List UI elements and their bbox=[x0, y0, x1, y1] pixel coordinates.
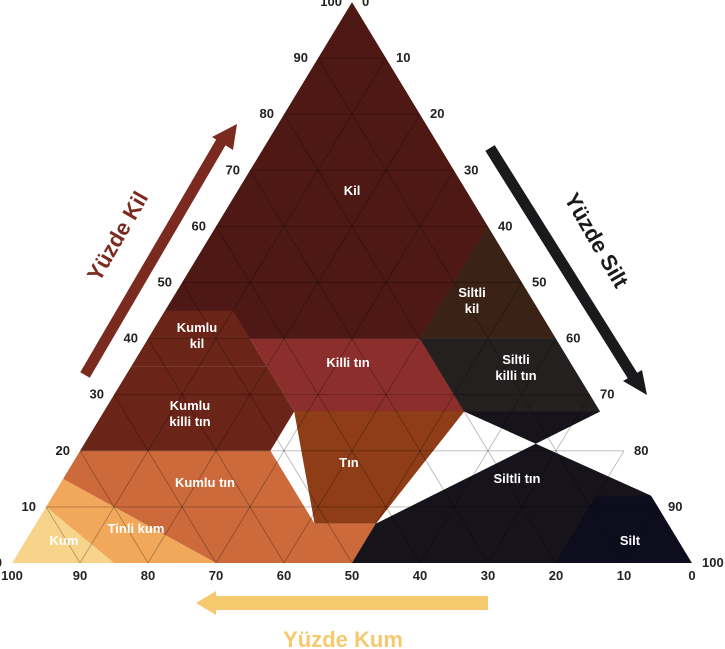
region-sandy-clay bbox=[131, 310, 267, 367]
grid-line bbox=[283, 226, 489, 563]
silt-tick-label: 90 bbox=[668, 499, 682, 514]
region-silt-loam bbox=[352, 411, 652, 563]
sand-tick-label: 20 bbox=[549, 568, 563, 583]
silt-axis-arrow bbox=[485, 145, 647, 395]
sand-tick-label: 0 bbox=[688, 568, 695, 583]
silt-axis-ticks: 0 10 20 30 40 50 60 70 80 90 100 bbox=[362, 0, 724, 570]
clay-tick-label: 40 bbox=[124, 331, 138, 346]
silt-tick-label: 40 bbox=[498, 218, 512, 233]
clay-axis-arrow bbox=[80, 124, 237, 378]
grid-line bbox=[181, 282, 353, 563]
region-silty-clay-loam bbox=[420, 338, 601, 412]
silt-tick-label: 30 bbox=[464, 162, 478, 177]
clay-tick-label: 80 bbox=[260, 106, 274, 121]
region-label-silt: Silt bbox=[620, 533, 641, 548]
clay-tick-label: 60 bbox=[192, 218, 206, 233]
grid-line bbox=[351, 282, 523, 563]
sand-tick-label: 40 bbox=[413, 568, 427, 583]
clay-tick-label: 0 bbox=[0, 555, 2, 570]
sand-tick-label: 80 bbox=[141, 568, 155, 583]
grid-line bbox=[79, 57, 387, 563]
clay-tick-label: 50 bbox=[158, 275, 172, 290]
silt-tick-label: 80 bbox=[634, 443, 648, 458]
silt-tick-label: 20 bbox=[430, 106, 444, 121]
grid-line bbox=[147, 338, 285, 563]
clay-tick-label: 100 bbox=[320, 0, 342, 9]
clay-tick-label: 90 bbox=[294, 50, 308, 65]
grid-line bbox=[147, 113, 421, 563]
grid-line bbox=[45, 506, 81, 563]
silt-tick-label: 10 bbox=[396, 50, 410, 65]
sand-axis-title: Yüzde Kum bbox=[283, 627, 403, 649]
region-label-sandy-clay-loam: killi tın bbox=[169, 414, 210, 429]
region-sandy-clay-loam bbox=[80, 366, 295, 451]
clay-tick-label: 30 bbox=[90, 387, 104, 402]
region-loamy-sand bbox=[46, 478, 216, 563]
region-label-clay: Kil bbox=[344, 183, 361, 198]
region-label-silty-clay-loam: Siltli bbox=[502, 352, 529, 367]
region-label-silty-clay-loam: killi tın bbox=[495, 368, 536, 383]
region-label-sandy-clay: Kumlu bbox=[177, 320, 218, 335]
silt-tick-label: 70 bbox=[600, 387, 614, 402]
grid-line bbox=[215, 170, 455, 563]
sand-tick-label: 60 bbox=[277, 568, 291, 583]
sand-tick-label: 90 bbox=[73, 568, 87, 583]
region-label-silty-clay: kil bbox=[465, 301, 479, 316]
grid-line bbox=[419, 338, 557, 563]
silt-tick-label: 50 bbox=[532, 275, 546, 290]
silt-tick-label: 60 bbox=[566, 331, 580, 346]
grid-line bbox=[113, 394, 217, 563]
region-label-sandy-clay: kil bbox=[190, 336, 204, 351]
clay-tick-label: 70 bbox=[226, 162, 240, 177]
grid-line bbox=[317, 57, 625, 563]
texture-regions bbox=[12, 2, 692, 563]
grid-line bbox=[249, 170, 489, 563]
sand-tick-label: 10 bbox=[617, 568, 631, 583]
grid-line bbox=[215, 226, 421, 563]
region-clay-loam bbox=[250, 338, 465, 412]
clay-tick-label: 20 bbox=[56, 443, 70, 458]
region-label-silt-loam: Siltli tın bbox=[494, 471, 541, 486]
grid-line bbox=[487, 394, 591, 563]
clay-axis-ticks: 0 10 20 30 40 50 60 70 80 90 100 bbox=[0, 0, 342, 570]
sand-tick-label: 100 bbox=[1, 568, 23, 583]
region-silt bbox=[556, 495, 692, 563]
sand-tick-label: 70 bbox=[209, 568, 223, 583]
sand-tick-label: 30 bbox=[481, 568, 495, 583]
grid-line bbox=[555, 450, 625, 563]
region-clay bbox=[148, 2, 488, 339]
grid-line bbox=[79, 450, 149, 563]
region-label-sandy-clay-loam: Kumlu bbox=[170, 398, 211, 413]
region-loam bbox=[294, 411, 465, 524]
region-label-sand: Kum bbox=[50, 533, 79, 548]
region-label-loam: Tın bbox=[339, 455, 359, 470]
sand-tick-label: 50 bbox=[345, 568, 359, 583]
region-label-silty-clay: Siltli bbox=[458, 285, 485, 300]
region-label-clay-loam: Killi tın bbox=[326, 355, 369, 370]
region-sandy-loam bbox=[63, 450, 376, 563]
region-label-loamy-sand: Tinli kum bbox=[108, 521, 165, 536]
region-label-sandy-loam: Kumlu tın bbox=[175, 475, 235, 490]
grid-lines bbox=[45, 57, 659, 563]
region-sand bbox=[12, 506, 114, 563]
sand-axis-ticks: 100 90 80 70 60 50 40 30 20 10 0 bbox=[1, 568, 695, 583]
silt-tick-label: 0 bbox=[362, 0, 369, 9]
region-silty-clay bbox=[420, 226, 556, 339]
sand-axis-arrow bbox=[196, 591, 488, 615]
silt-tick-label: 100 bbox=[702, 555, 724, 570]
clay-tick-label: 10 bbox=[22, 499, 36, 514]
grid-line bbox=[623, 506, 659, 563]
grid-line bbox=[283, 113, 557, 563]
